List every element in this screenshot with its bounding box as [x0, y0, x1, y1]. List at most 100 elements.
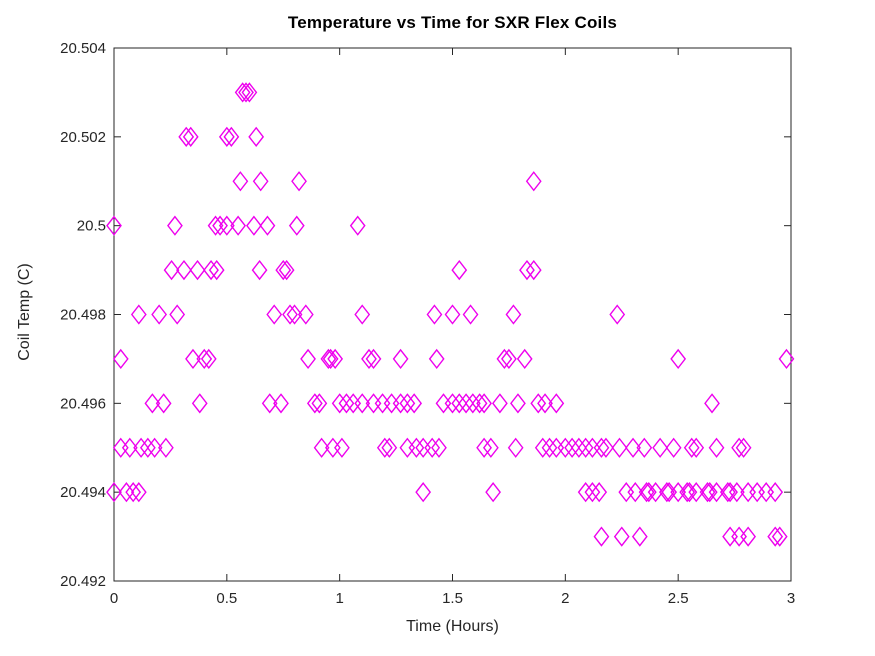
data-point-marker — [618, 482, 635, 503]
data-point-marker — [196, 348, 213, 370]
data-point-marker — [636, 437, 653, 458]
data-point-marker — [189, 259, 206, 281]
data-point-marker — [163, 259, 180, 281]
data-point-marker — [507, 437, 524, 458]
data-point-marker — [740, 526, 757, 547]
data-point-marker — [767, 526, 784, 547]
data-point-marker — [431, 437, 447, 458]
data-point-marker — [218, 126, 235, 147]
data-point-marker — [577, 437, 594, 458]
data-point-marker — [259, 215, 276, 236]
data-point-marker — [611, 437, 628, 458]
data-point-marker — [133, 437, 149, 458]
y-tick-label: 20.498 — [60, 307, 106, 324]
data-point-marker — [670, 348, 687, 370]
data-point-marker — [392, 393, 409, 414]
data-point-marker — [570, 437, 587, 458]
data-point-marker — [151, 304, 168, 325]
x-tick-label: 0 — [110, 590, 118, 607]
data-point-marker — [203, 259, 219, 281]
data-point-marker — [238, 82, 254, 103]
data-point-marker — [300, 348, 316, 370]
data-point-marker — [688, 482, 705, 503]
x-tick-label: 2 — [561, 590, 569, 607]
data-point-marker — [665, 437, 682, 458]
data-point-marker — [681, 482, 698, 503]
data-point-marker — [767, 482, 784, 503]
data-point-marker — [428, 348, 445, 370]
data-point-marker — [278, 259, 295, 281]
data-point-marker — [735, 437, 752, 458]
data-point-marker — [704, 393, 720, 414]
data-point-marker — [652, 437, 668, 458]
data-point-marker — [577, 482, 594, 503]
data-point-marker — [708, 437, 725, 458]
data-point-marker — [688, 437, 705, 458]
data-point-marker — [297, 304, 314, 325]
data-point-marker — [106, 482, 122, 503]
data-point-marker — [701, 482, 718, 503]
data-point-marker — [130, 304, 147, 325]
data-point-marker — [291, 171, 307, 192]
data-point-marker — [399, 437, 416, 458]
data-point-marker — [708, 482, 725, 503]
data-point-marker — [234, 82, 251, 103]
data-point-marker — [399, 393, 416, 414]
data-point-marker — [392, 348, 409, 370]
data-point-marker — [311, 393, 328, 414]
data-point-marker — [178, 126, 195, 147]
data-point-marker — [683, 437, 700, 458]
data-point-marker — [139, 437, 156, 458]
data-point-marker — [365, 348, 382, 370]
y-tick-label: 20.492 — [60, 573, 106, 590]
data-point-marker — [476, 393, 492, 414]
data-point-marker — [444, 304, 461, 325]
chart-title: Temperature vs Time for SXR Flex Coils — [287, 13, 618, 32]
data-point-marker — [200, 348, 217, 370]
data-point-marker — [771, 526, 788, 547]
data-point-marker — [731, 526, 747, 547]
data-point-marker — [408, 437, 425, 458]
data-point-marker — [492, 393, 508, 414]
data-point-marker — [778, 348, 795, 370]
data-point-marker — [609, 304, 626, 325]
data-point-marker — [218, 215, 235, 236]
data-point-marker — [232, 171, 249, 192]
data-point-marker — [246, 215, 262, 236]
data-point-marker — [598, 437, 614, 458]
data-point-marker — [144, 393, 161, 414]
data-point-marker — [320, 348, 337, 370]
data-point-marker — [625, 437, 641, 458]
data-point-marker — [722, 482, 738, 503]
data-point-marker — [261, 393, 278, 414]
data-point-marker — [525, 171, 542, 192]
data-point-marker — [591, 482, 608, 503]
data-point-marker — [207, 215, 224, 236]
data-point-marker — [361, 348, 377, 370]
data-point-marker — [349, 215, 366, 236]
data-point-marker — [541, 437, 558, 458]
data-point-marker — [534, 437, 551, 458]
data-point-marker — [451, 393, 468, 414]
data-point-marker — [130, 482, 147, 503]
data-point-marker — [462, 304, 479, 325]
data-point-marker — [758, 482, 775, 503]
data-point-marker — [273, 393, 289, 414]
data-point-marker — [182, 126, 199, 147]
data-point-marker — [731, 437, 747, 458]
data-point-marker — [230, 215, 247, 236]
data-point-marker — [471, 393, 488, 414]
data-point-marker — [354, 304, 371, 325]
x-axis-label: Time (Hours) — [406, 618, 499, 635]
data-point-marker — [146, 437, 163, 458]
y-tick-label: 20.496 — [60, 395, 106, 412]
y-tick-label: 20.494 — [60, 484, 106, 501]
data-point-marker — [167, 215, 183, 236]
data-point-marker — [451, 259, 468, 281]
data-point-marker — [564, 437, 580, 458]
data-point-marker — [191, 393, 208, 414]
data-point-marker — [185, 348, 201, 370]
data-point-marker — [155, 393, 172, 414]
